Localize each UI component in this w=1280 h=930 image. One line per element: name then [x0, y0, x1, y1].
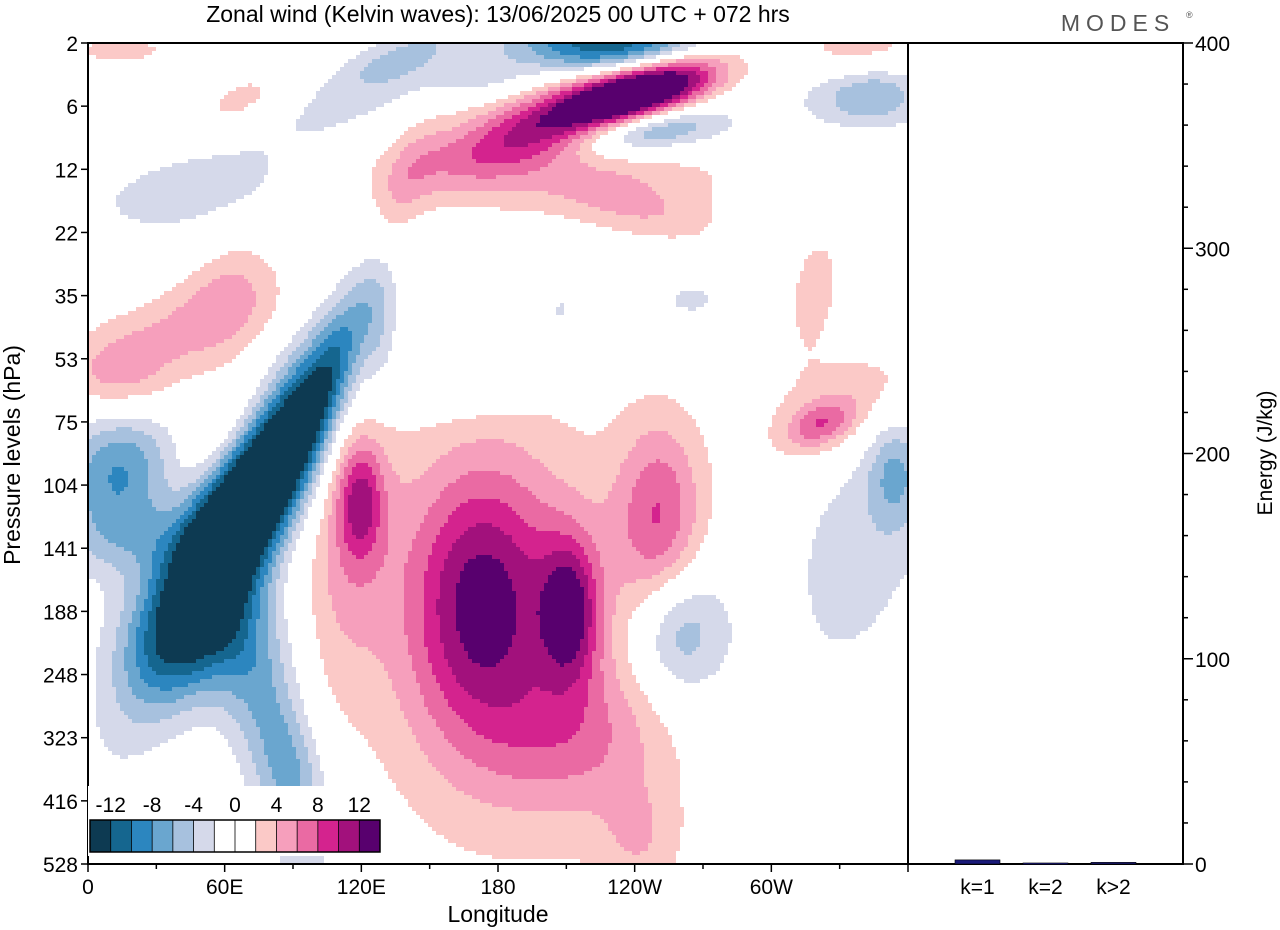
colorbar-label: -8 — [143, 794, 162, 817]
y-tick-label: 188 — [43, 601, 78, 624]
contour-field — [88, 43, 908, 864]
colorbar-label: 8 — [312, 794, 324, 817]
colorbar-swatch — [235, 820, 257, 852]
y-tick-label: 141 — [43, 538, 78, 561]
contour-band-9 — [92, 59, 856, 855]
colorbar-swatch — [338, 820, 360, 852]
pressure-axis-label-group: Pressure levels (hPa) — [0, 345, 25, 565]
colorbar-swatch — [214, 820, 236, 852]
energy-tick-label: 100 — [1195, 649, 1230, 672]
y-tick-label: 248 — [43, 665, 78, 688]
y-tick-label: 53 — [55, 349, 78, 372]
longitude-axis: 0 60E 120E 180 120W 60W — [82, 864, 909, 899]
colorbar-label: 4 — [271, 794, 283, 817]
energy-category-label: k>2 — [1096, 876, 1130, 899]
colorbar-label: 12 — [348, 794, 371, 817]
y-tick-label: 528 — [43, 854, 78, 877]
colorbar-swatch — [297, 820, 319, 852]
x-tick-label: 60W — [750, 876, 793, 899]
contour-band-12 — [348, 71, 700, 707]
contour-band-5 — [88, 43, 908, 864]
brand-mark: ® — [1186, 10, 1193, 20]
colorbar-swatch — [359, 820, 381, 852]
energy-tick-label: 400 — [1195, 33, 1230, 56]
colorbar-swatch — [131, 820, 153, 852]
contour-band-3 — [88, 43, 908, 807]
energy-axis: 0 100 200 300 400 — [1183, 33, 1230, 877]
y-axis-label: Pressure levels (hPa) — [0, 345, 25, 565]
colorbar-swatch — [276, 820, 298, 852]
colorbar-swatch — [152, 820, 174, 852]
y-tick-label: 75 — [55, 412, 78, 435]
energy-bar — [1022, 862, 1069, 865]
brand-name: MODES — [1061, 10, 1175, 36]
colorbar-swatch — [193, 820, 215, 852]
y-tick-label: 35 — [55, 286, 78, 309]
energy-tick-label: 0 — [1195, 854, 1207, 877]
colorbar-label: -4 — [184, 794, 203, 817]
x-tick-label: 60E — [206, 876, 243, 899]
energy-plot-frame — [907, 42, 1184, 865]
colorbar: -12 -8 -4 0 4 8 12 — [88, 786, 382, 856]
y-tick-label: 416 — [43, 791, 78, 814]
x-tick-label: 120E — [337, 876, 386, 899]
colorbar-swatch — [172, 820, 195, 852]
energy-bar — [1090, 862, 1137, 865]
x-tick-label: 120W — [607, 876, 662, 899]
colorbar-swatch — [317, 820, 340, 852]
colorbar-swatch — [90, 820, 112, 852]
y-tick-label: 6 — [66, 96, 78, 119]
energy-axis-label: Energy (J/kg) — [1254, 391, 1277, 516]
energy-tick-label: 200 — [1195, 444, 1230, 467]
chart-title: Zonal wind (Kelvin waves): 13/06/2025 00… — [206, 1, 790, 27]
energy-bar — [954, 859, 1001, 865]
x-axis-label: Longitude — [447, 901, 548, 927]
x-tick-label: 180 — [480, 876, 515, 899]
colorbar-swatch — [255, 820, 277, 852]
y-tick-label: 12 — [55, 159, 78, 182]
energy-category-label: k=2 — [1028, 876, 1062, 899]
contour-band-0 — [156, 367, 332, 663]
colorbar-swatch — [110, 820, 132, 852]
colorbar-label: 0 — [229, 794, 241, 817]
y-tick-label: 22 — [55, 222, 78, 245]
y-tick-label: 323 — [43, 728, 78, 751]
colorbar-label: -12 — [96, 794, 126, 817]
energy-category-label: k=1 — [960, 876, 994, 899]
energy-tick-label: 300 — [1195, 238, 1230, 261]
y-tick-label: 104 — [43, 475, 78, 498]
energy-bar-chart: k=1 k=2 k>2 — [954, 859, 1137, 899]
x-tick-label: 0 — [82, 876, 94, 899]
brand-logo: MODES ® — [1061, 10, 1193, 36]
pressure-axis: 2 6 12 22 35 53 75 104 141 188 248 323 416 528 — [43, 33, 88, 877]
y-tick-label: 2 — [66, 33, 78, 56]
contour-band-13 — [456, 71, 688, 667]
